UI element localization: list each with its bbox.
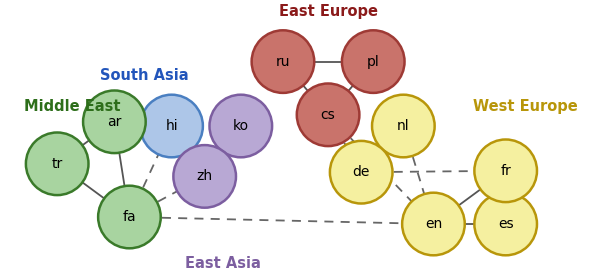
Text: zh: zh — [197, 169, 213, 183]
Text: fa: fa — [123, 210, 136, 224]
Ellipse shape — [209, 95, 272, 157]
Ellipse shape — [252, 30, 314, 93]
Ellipse shape — [474, 139, 537, 202]
Text: South Asia: South Asia — [100, 68, 189, 83]
Ellipse shape — [297, 83, 359, 146]
Text: ru: ru — [276, 55, 290, 69]
Text: East Asia: East Asia — [185, 256, 261, 271]
Ellipse shape — [83, 90, 146, 153]
Ellipse shape — [140, 95, 203, 157]
Text: fr: fr — [500, 164, 511, 178]
Ellipse shape — [98, 186, 161, 248]
Text: pl: pl — [367, 55, 380, 69]
Text: ko: ko — [233, 119, 249, 133]
Text: cs: cs — [321, 108, 335, 122]
Text: es: es — [498, 217, 514, 231]
Text: de: de — [353, 165, 370, 179]
Text: Middle East: Middle East — [24, 99, 120, 114]
Text: ar: ar — [107, 115, 122, 129]
Ellipse shape — [26, 132, 88, 195]
Text: West Europe: West Europe — [473, 99, 578, 114]
Ellipse shape — [372, 95, 435, 157]
Ellipse shape — [330, 141, 393, 204]
Ellipse shape — [402, 193, 465, 255]
Text: tr: tr — [52, 157, 63, 171]
Ellipse shape — [342, 30, 405, 93]
Ellipse shape — [474, 193, 537, 255]
Text: nl: nl — [397, 119, 409, 133]
Text: East Europe: East Europe — [279, 4, 377, 19]
Text: hi: hi — [166, 119, 178, 133]
Text: en: en — [425, 217, 442, 231]
Ellipse shape — [173, 145, 236, 208]
